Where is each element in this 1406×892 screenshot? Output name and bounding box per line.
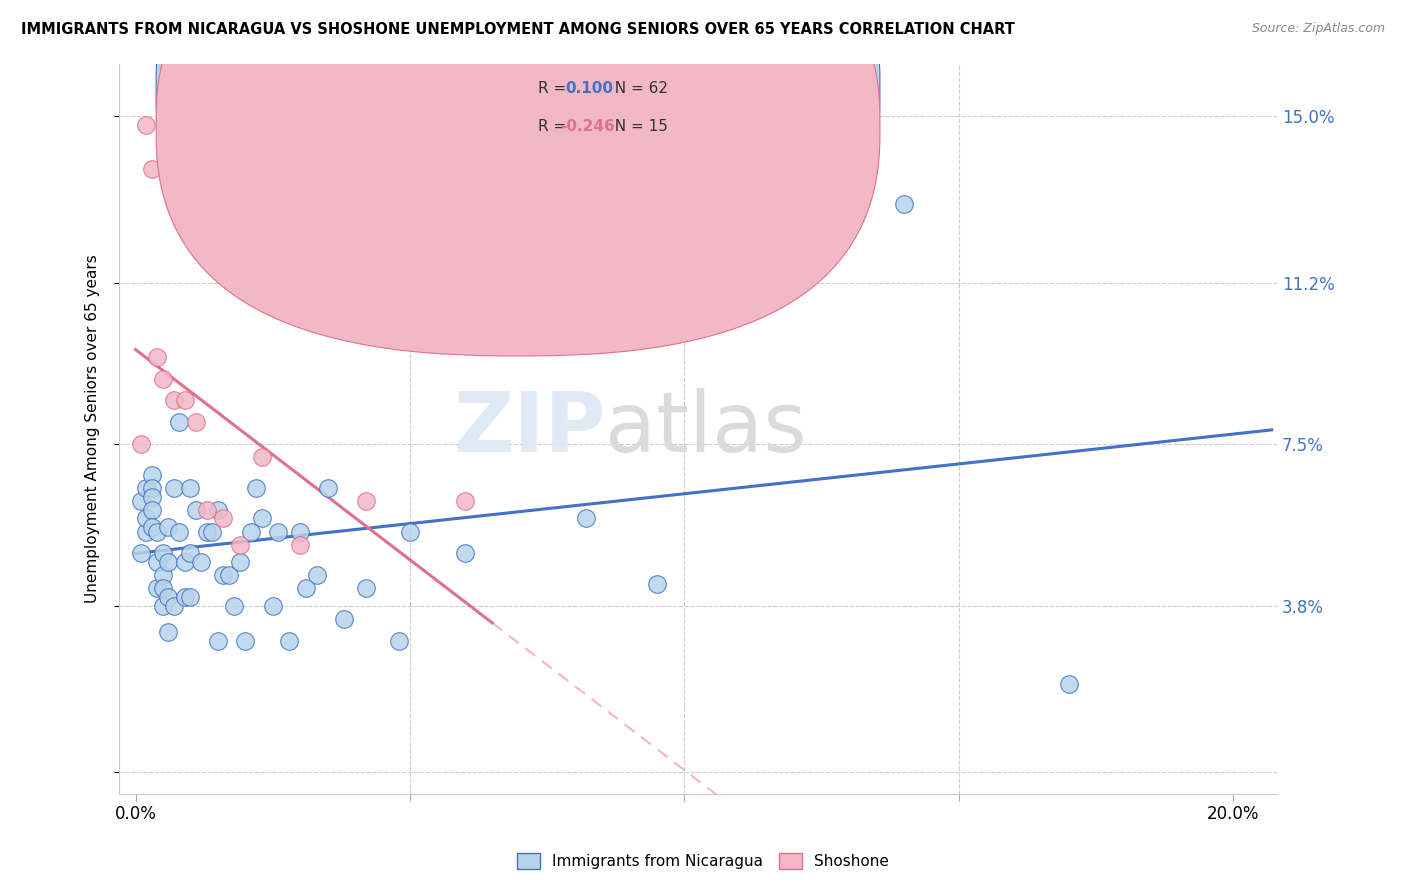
Point xyxy=(157,555,180,569)
Point xyxy=(212,568,235,582)
Point xyxy=(163,599,186,613)
Point xyxy=(481,219,503,233)
Point xyxy=(157,590,180,604)
Point xyxy=(135,524,157,539)
Point xyxy=(169,415,191,429)
Point xyxy=(152,568,174,582)
Point xyxy=(201,524,224,539)
Point xyxy=(190,555,212,569)
Point xyxy=(135,118,157,132)
Point xyxy=(135,511,157,525)
Point xyxy=(152,582,174,596)
Point xyxy=(141,467,163,482)
Point xyxy=(152,546,174,560)
Text: 0.100: 0.100 xyxy=(565,81,613,96)
Point xyxy=(195,524,218,539)
Point xyxy=(288,538,311,552)
Text: ZIP: ZIP xyxy=(453,388,606,469)
Point xyxy=(267,524,290,539)
Point xyxy=(278,633,301,648)
Point xyxy=(333,612,356,626)
Point xyxy=(141,161,163,176)
Point xyxy=(229,538,252,552)
Point xyxy=(184,502,207,516)
Point xyxy=(574,511,596,525)
Text: atlas: atlas xyxy=(606,388,807,469)
Point xyxy=(135,481,157,495)
Y-axis label: Unemployment Among Seniors over 65 years: Unemployment Among Seniors over 65 years xyxy=(86,254,100,603)
Point xyxy=(129,437,152,451)
Point xyxy=(129,546,152,560)
FancyBboxPatch shape xyxy=(156,0,880,318)
Point xyxy=(454,494,477,508)
Point xyxy=(174,555,197,569)
Point xyxy=(509,285,531,299)
Point xyxy=(179,481,201,495)
Point xyxy=(141,490,163,504)
Point xyxy=(146,524,169,539)
Point xyxy=(218,568,240,582)
Point xyxy=(169,524,191,539)
Point xyxy=(141,502,163,516)
Point xyxy=(229,555,252,569)
Point xyxy=(239,524,262,539)
Text: N = 15: N = 15 xyxy=(606,120,668,135)
Point xyxy=(388,633,411,648)
Point xyxy=(195,502,218,516)
Point xyxy=(233,633,256,648)
Point xyxy=(354,582,377,596)
Legend: Immigrants from Nicaragua, Shoshone: Immigrants from Nicaragua, Shoshone xyxy=(512,847,894,875)
Point xyxy=(212,511,235,525)
Point xyxy=(179,590,201,604)
Point xyxy=(262,599,284,613)
Text: IMMIGRANTS FROM NICARAGUA VS SHOSHONE UNEMPLOYMENT AMONG SENIORS OVER 65 YEARS C: IMMIGRANTS FROM NICARAGUA VS SHOSHONE UN… xyxy=(21,22,1015,37)
Point xyxy=(250,450,273,465)
Text: -0.246: -0.246 xyxy=(560,120,614,135)
Point xyxy=(146,582,169,596)
Point xyxy=(288,524,311,539)
Point xyxy=(1057,677,1080,691)
Point xyxy=(146,555,169,569)
Point xyxy=(141,481,163,495)
Point xyxy=(250,511,273,525)
Text: N = 62: N = 62 xyxy=(606,81,668,96)
Point xyxy=(163,481,186,495)
Point xyxy=(645,577,668,591)
Point xyxy=(152,371,174,385)
Point xyxy=(224,599,246,613)
Point xyxy=(157,520,180,534)
Text: R =: R = xyxy=(538,81,571,96)
Point xyxy=(174,393,197,408)
FancyBboxPatch shape xyxy=(156,0,880,356)
Point xyxy=(174,590,197,604)
Point xyxy=(399,524,422,539)
Point xyxy=(129,494,152,508)
Point xyxy=(245,481,267,495)
Point xyxy=(207,502,229,516)
Point xyxy=(146,350,169,364)
FancyBboxPatch shape xyxy=(494,70,778,148)
Point xyxy=(354,494,377,508)
Point xyxy=(893,197,915,211)
Point xyxy=(152,599,174,613)
Point xyxy=(454,546,477,560)
Point xyxy=(207,633,229,648)
Text: Source: ZipAtlas.com: Source: ZipAtlas.com xyxy=(1251,22,1385,36)
Text: R =: R = xyxy=(538,120,571,135)
Point xyxy=(157,625,180,640)
Point xyxy=(179,546,201,560)
Point xyxy=(184,415,207,429)
Point xyxy=(316,481,339,495)
Point xyxy=(163,393,186,408)
Point xyxy=(141,520,163,534)
Point xyxy=(294,582,316,596)
Point xyxy=(305,568,328,582)
